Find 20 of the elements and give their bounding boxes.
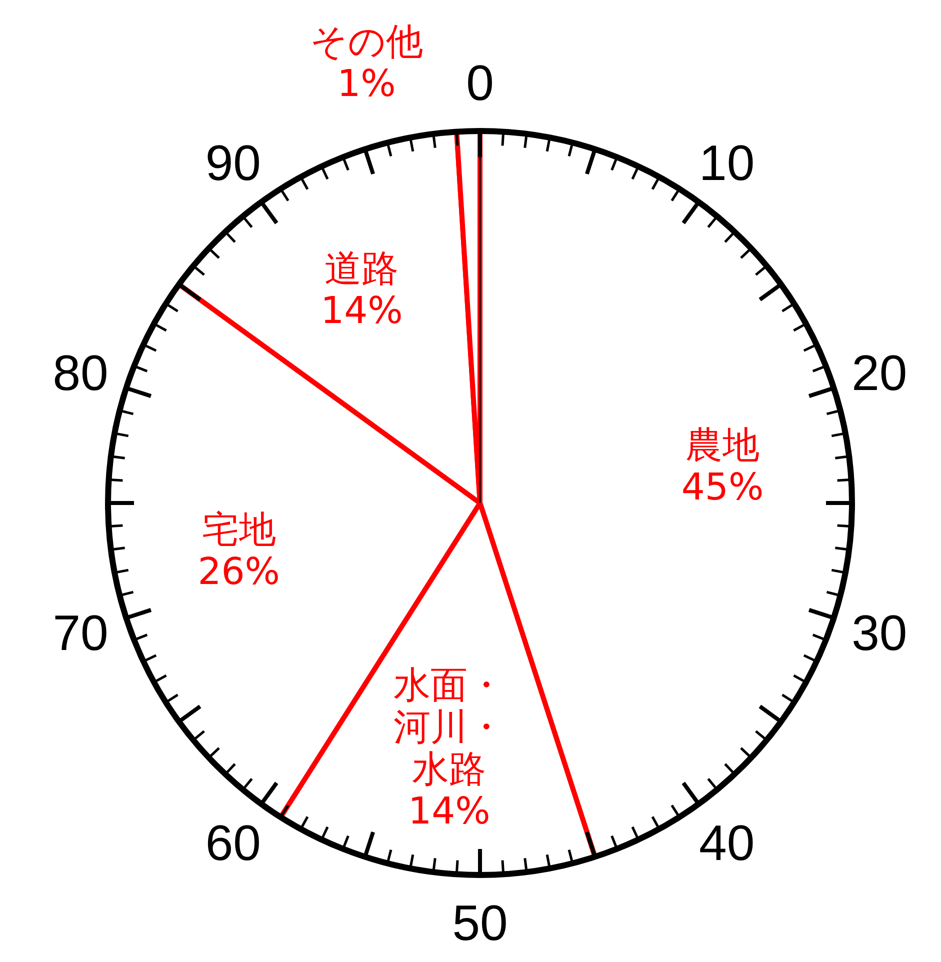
text: 40 <box>699 814 755 871</box>
text: 50 <box>452 895 508 951</box>
data-label: 1% <box>337 62 396 106</box>
text: 30 <box>852 604 908 661</box>
text: 10 <box>699 135 755 192</box>
slice-label: その他 <box>310 20 423 64</box>
slice-label: 水面・河川・水路 <box>394 664 505 791</box>
slice-label: 道路 <box>324 246 399 290</box>
slice-label: 宅地 <box>202 508 276 552</box>
text: 90 <box>205 135 261 192</box>
data-label: 26% <box>198 550 280 594</box>
slice-label: 農地 <box>685 424 760 467</box>
text: 60 <box>205 814 261 871</box>
data-label: 45% <box>681 466 764 509</box>
text: 80 <box>52 345 108 402</box>
text: 20 <box>852 345 908 402</box>
text: 0 <box>466 55 494 111</box>
data-label: 14% <box>408 790 490 833</box>
text: 70 <box>52 604 108 661</box>
data-label: 14% <box>320 288 403 332</box>
